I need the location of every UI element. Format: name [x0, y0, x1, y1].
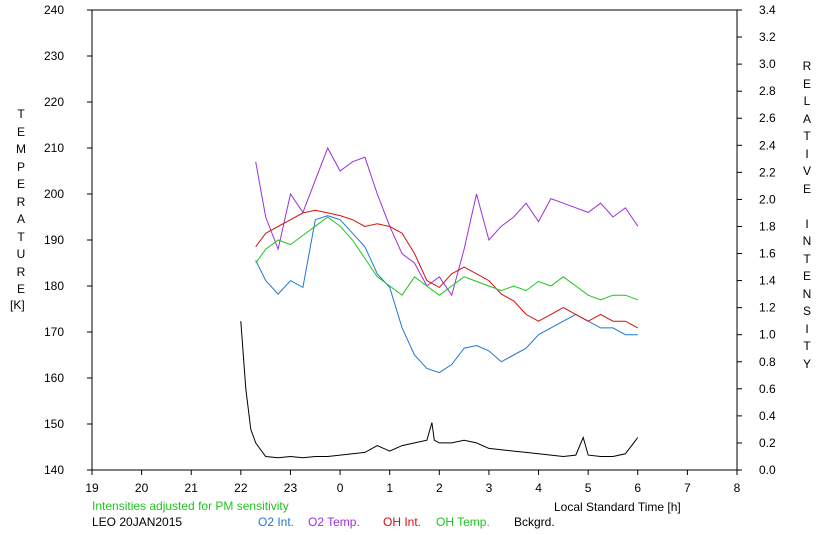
series-line-oh-temp — [255, 216, 638, 301]
series-line-o2-int — [255, 215, 638, 374]
left-tick-label: 160 — [44, 371, 64, 385]
right-tick-label: 1.6 — [759, 247, 776, 261]
axis-title-letter: L — [803, 94, 811, 108]
x-tick-label: 3 — [486, 481, 493, 495]
axis-title-letter: R — [16, 194, 26, 209]
left-tick-label: 170 — [44, 325, 64, 339]
right-tick-label: 0.6 — [759, 382, 776, 396]
axis-title-letter — [800, 198, 814, 216]
x-axis-label: Local Standard Time [h] — [554, 500, 681, 514]
right-tick-label: 0.8 — [759, 355, 776, 369]
x-tick-label: 22 — [234, 481, 248, 495]
series-line-bckgrd — [240, 321, 639, 459]
right-tick-label: 2.2 — [759, 165, 776, 179]
axis-title-letter: T — [803, 251, 811, 266]
x-tick-label: 5 — [585, 481, 592, 495]
right-tick-label: 3.4 — [759, 3, 776, 17]
right-tick-label: 0.0 — [759, 463, 776, 477]
left-tick-label: 190 — [44, 233, 64, 247]
axis-title-letter: T — [17, 107, 25, 121]
axis-title-letter: M — [16, 142, 26, 156]
axis-title-letter: S — [802, 304, 811, 318]
x-axis-ticks: 19 20 21 22 23 0 1 2 3 4 5 6 7 8 — [85, 470, 741, 495]
left-tick-label: 240 — [44, 3, 64, 17]
axis-title-letter: I — [805, 146, 809, 161]
right-tick-label: 3.0 — [759, 57, 776, 71]
right-tick-label: 2.4 — [759, 138, 776, 152]
left-tick-label: 150 — [44, 417, 64, 431]
x-tick-label: 21 — [185, 481, 199, 495]
plot-frame — [91, 9, 738, 471]
series-line-oh-int — [255, 209, 639, 329]
left-tick-label: 180 — [44, 279, 64, 293]
x-tick-label: 2 — [436, 481, 443, 495]
axis-title-letter: A — [16, 212, 25, 226]
x-tick-label: 7 — [684, 481, 691, 495]
x-tick-label: 20 — [135, 481, 149, 495]
x-tick-label: 19 — [85, 481, 99, 495]
left-tick-label: 230 — [44, 49, 64, 63]
axis-title-letter: T — [17, 229, 25, 244]
axis-title-letter: N — [802, 286, 812, 301]
left-axis-unit: [K] — [10, 298, 25, 312]
right-tick-label: 1.4 — [759, 274, 776, 288]
right-tick-label: 3.2 — [759, 30, 776, 44]
axis-title-letter: R — [802, 59, 812, 73]
legend-oh-temp: OH Temp. — [436, 515, 490, 529]
x-tick-label: 4 — [535, 481, 542, 495]
right-tick-label: 1.0 — [759, 328, 776, 342]
axis-title-letter: V — [802, 164, 811, 178]
axis-title-letter: A — [802, 111, 811, 126]
x-tick-label: 23 — [284, 481, 298, 495]
axis-title-letter: T — [803, 339, 811, 353]
right-axis-ticks: 0.0 0.2 0.4 0.6 0.8 1.0 1.2 1.4 1.6 1.8 2.0 2.2 2.4 2… — [737, 3, 776, 477]
axis-title-letter: E — [802, 76, 811, 91]
right-tick-label: 2.6 — [759, 111, 776, 125]
axis-title-letter: N — [802, 234, 812, 248]
series-line-o2-temp — [255, 146, 639, 297]
right-tick-label: 0.2 — [759, 436, 776, 450]
axis-title-letter: Y — [802, 356, 811, 371]
right-tick-label: 2.8 — [759, 84, 776, 98]
series-group — [240, 146, 639, 459]
left-tick-label: 220 — [44, 95, 64, 109]
left-tick-label: 200 — [44, 187, 64, 201]
left-tick-label: 140 — [44, 463, 64, 477]
axis-title-letter: E — [16, 177, 25, 191]
legend-oh-int: OH Int. — [383, 515, 422, 529]
axis-title-letter: U — [16, 247, 26, 261]
left-axis-ticks: 140 150 160 170 180 190 200 210 220 230 240 — [44, 3, 92, 477]
right-tick-label: 1.2 — [759, 301, 776, 315]
x-tick-label: 0 — [337, 481, 344, 495]
x-tick-label: 8 — [734, 481, 741, 495]
station-date: LEO 20JAN2015 — [92, 515, 183, 529]
legend-bckgrd: Bckgrd. — [514, 515, 555, 529]
axis-title-letter: E — [802, 269, 811, 283]
axis-title-letter: E — [16, 124, 25, 139]
x-tick-label: 6 — [634, 481, 641, 495]
axis-title-letter: I — [805, 321, 809, 336]
axis-title-letter: I — [805, 216, 809, 231]
x-tick-label: 1 — [386, 481, 393, 495]
axis-title-letter: P — [16, 159, 25, 174]
axis-title-letter: E — [802, 181, 811, 196]
legend-o2-int: O2 Int. — [258, 515, 295, 529]
right-tick-label: 2.0 — [759, 192, 776, 206]
axis-title-letter: E — [16, 282, 25, 296]
right-tick-label: 1.8 — [759, 219, 776, 233]
axis-title-letter: R — [16, 264, 26, 279]
legend-o2-temp: O2 Temp. — [308, 515, 360, 529]
right-tick-label: 0.4 — [759, 409, 776, 423]
axis-title-letter: T — [803, 129, 811, 143]
left-tick-label: 210 — [44, 141, 64, 155]
sensitivity-note: Intensities adjusted for PM sensitivity — [92, 499, 289, 513]
